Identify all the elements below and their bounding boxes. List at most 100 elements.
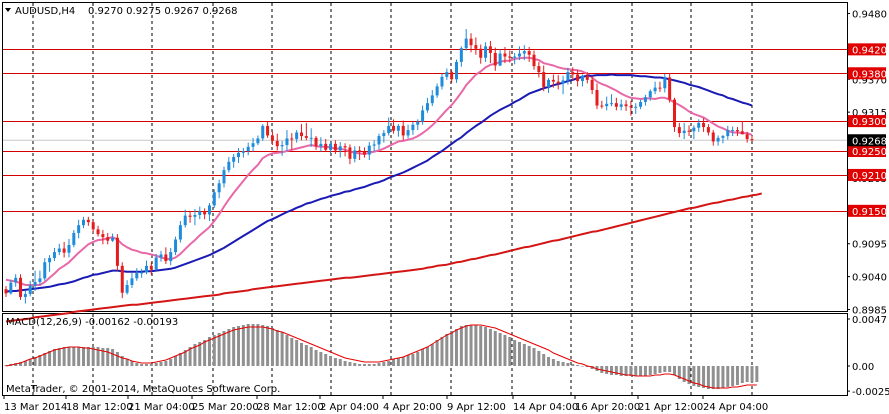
candle-body	[653, 87, 657, 92]
chart-symbol: AUDUSD,H4	[15, 6, 75, 17]
candle-body	[401, 125, 405, 136]
candle	[358, 146, 362, 160]
candle	[115, 234, 119, 271]
candle	[711, 130, 715, 146]
candle	[57, 243, 61, 256]
candle	[479, 44, 483, 64]
macd-bar	[721, 366, 725, 388]
candle-body	[508, 56, 512, 58]
candle	[401, 120, 405, 141]
candle	[198, 206, 202, 220]
price-tick-label: 0.8985	[852, 306, 887, 317]
macd-bar	[38, 355, 42, 366]
macd-bar	[629, 366, 633, 376]
macd-bar	[237, 326, 241, 366]
candle-body	[580, 75, 584, 82]
candle	[532, 50, 536, 70]
macd-bar	[406, 355, 410, 366]
candle-body	[435, 86, 439, 96]
candle	[62, 241, 66, 258]
macd-bar	[353, 363, 357, 366]
chart-menu-triangle-icon[interactable]	[5, 8, 11, 12]
candle	[493, 47, 497, 71]
macd-bar	[154, 363, 158, 366]
level-price-label-bg	[848, 204, 886, 217]
macd-bar	[672, 366, 676, 375]
macd-bar	[484, 327, 488, 366]
price-tick-label: 0.9370	[852, 75, 887, 86]
macd-tick-label: 0.00	[852, 362, 874, 373]
candle	[174, 236, 178, 256]
candle	[731, 126, 735, 137]
candle	[411, 121, 415, 135]
macd-bar	[517, 342, 521, 366]
candle-body	[246, 146, 250, 152]
candle	[629, 100, 633, 116]
candle-body	[62, 248, 66, 253]
candle-body	[522, 51, 526, 54]
candle	[348, 144, 352, 165]
candle	[687, 125, 691, 137]
macd-bar	[82, 347, 86, 366]
candle	[154, 253, 158, 271]
candle-body	[469, 38, 473, 46]
candle	[498, 49, 502, 67]
candle	[237, 148, 241, 163]
moving-average-line	[5, 56, 753, 286]
candle-body	[149, 265, 153, 270]
level-price-label-bg	[848, 145, 886, 158]
price-tick-label: 0.9480	[852, 9, 887, 20]
macd-bar	[401, 357, 405, 366]
candle-body	[43, 262, 47, 279]
current-price-label: 0.9268	[852, 136, 887, 147]
candle-body	[706, 127, 710, 133]
macd-bar	[561, 362, 565, 366]
candle-body	[576, 74, 580, 82]
macd-bar	[711, 366, 715, 389]
candle-body	[672, 99, 676, 128]
macd-bar	[178, 353, 182, 366]
candle	[619, 99, 623, 111]
macd-bar	[183, 350, 187, 366]
candle	[503, 46, 507, 64]
candle-body	[314, 137, 318, 147]
time-tick-label: 24 Apr 04:00	[703, 402, 768, 413]
candle	[72, 229, 76, 248]
candle	[580, 74, 584, 87]
macd-bar	[329, 356, 333, 366]
candle-body	[203, 211, 207, 215]
macd-bar	[469, 325, 473, 366]
macd-bar	[28, 359, 32, 366]
candle-body	[464, 38, 468, 49]
candle	[590, 75, 594, 95]
macd-bar	[576, 365, 580, 366]
time-tick-label: 13 Mar 2014	[4, 402, 67, 413]
candle	[450, 70, 454, 83]
candle	[353, 146, 357, 163]
macd-bar	[295, 340, 299, 366]
candle-body	[416, 121, 420, 125]
candle	[513, 52, 517, 65]
candle-body	[237, 152, 241, 157]
candle	[67, 238, 71, 258]
candle	[542, 65, 546, 92]
macd-bar	[299, 343, 303, 366]
candle	[464, 29, 468, 51]
macd-bar	[658, 366, 662, 373]
candle	[367, 142, 371, 160]
candle-body	[338, 146, 342, 151]
candle-body	[115, 237, 119, 266]
candle-body	[251, 143, 255, 147]
candle	[377, 133, 381, 150]
candle	[706, 124, 710, 136]
candle-body	[48, 258, 52, 263]
macd-bar	[222, 331, 226, 366]
candle	[23, 290, 27, 304]
candle-body	[551, 79, 555, 82]
macd-bar	[677, 366, 681, 379]
candle-body	[309, 137, 313, 139]
time-tick-label: 21 Mar 04:00	[128, 402, 195, 413]
candle	[624, 100, 628, 111]
macd-bar	[663, 366, 667, 372]
macd-bar	[382, 362, 386, 366]
